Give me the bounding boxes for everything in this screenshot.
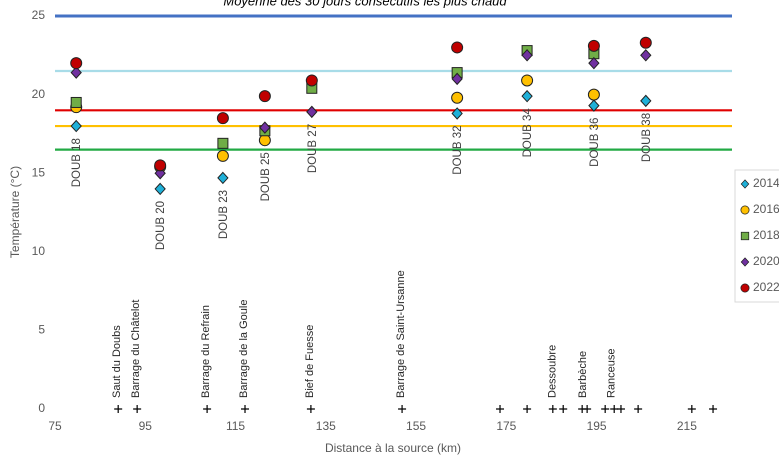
station-label: DOUB 18	[71, 138, 83, 187]
station-label: DOUB 36	[589, 118, 601, 167]
station-label: DOUB 25	[260, 152, 272, 201]
y-tick-label: 20	[32, 87, 46, 101]
y-axis-label: Température (°C)	[8, 166, 22, 258]
reference-point	[548, 405, 557, 413]
reference-point	[583, 405, 592, 413]
data-point	[154, 182, 166, 196]
data-point	[216, 149, 229, 162]
station-label: DOUB 20	[155, 201, 167, 250]
y-tick-label: 0	[38, 401, 45, 415]
station-label: DOUB 34	[522, 108, 534, 158]
data-point	[217, 171, 229, 185]
data-point	[740, 231, 750, 241]
data-point	[639, 36, 652, 49]
data-point	[258, 90, 271, 103]
landmark-label: Ranceuse	[605, 348, 617, 398]
legend-label: 2014	[753, 176, 779, 190]
reference-point	[241, 405, 250, 413]
x-tick-label: 195	[587, 419, 607, 433]
station-label: DOUB 32	[452, 125, 464, 174]
data-point	[451, 72, 463, 86]
data-point	[70, 96, 82, 108]
landmark-label: Bief de Fuesse	[304, 325, 316, 398]
reference-point	[610, 405, 619, 413]
reference-point	[559, 405, 568, 413]
reference-point	[523, 405, 532, 413]
reference-point	[398, 405, 407, 413]
reference-point	[687, 405, 696, 413]
data-point	[451, 41, 464, 54]
data-point	[521, 74, 534, 87]
legend-label: 2018	[753, 228, 779, 242]
data-point	[740, 283, 750, 293]
data-point	[740, 257, 750, 267]
y-tick-label: 10	[32, 244, 46, 258]
x-tick-label: 115	[226, 419, 245, 433]
y-tick-label: 25	[32, 8, 46, 22]
data-point	[588, 99, 600, 112]
reference-point	[601, 405, 610, 413]
reference-point	[306, 405, 315, 413]
reference-point	[709, 405, 718, 413]
landmark-label: Barrage du Châtelot	[130, 300, 142, 398]
data-point	[70, 57, 83, 70]
x-tick-label: 175	[496, 419, 516, 433]
data-point	[217, 137, 229, 149]
data-point	[521, 49, 533, 62]
data-point	[306, 105, 318, 119]
landmark-label: Barrage de Saint-Ursanne	[395, 270, 407, 398]
data-point	[640, 94, 652, 108]
data-point	[305, 74, 318, 87]
y-tick-label: 5	[38, 323, 45, 337]
x-tick-label: 155	[406, 419, 426, 433]
reference-point	[133, 405, 142, 413]
x-axis-label: Distance à la source (km)	[325, 441, 461, 455]
reference-point	[634, 405, 643, 413]
data-point	[587, 88, 600, 101]
data-point	[70, 119, 82, 133]
data-point	[154, 159, 167, 172]
data-point	[521, 89, 533, 103]
data-point	[451, 107, 463, 120]
data-point	[587, 39, 600, 52]
landmark-label: Barrage du Refrain	[200, 305, 212, 398]
station-label: DOUB 27	[307, 124, 319, 173]
data-point	[259, 121, 271, 134]
x-tick-label: 135	[316, 419, 336, 433]
data-point	[451, 91, 464, 104]
legend-label: 2016	[753, 202, 779, 216]
reference-point	[203, 405, 212, 413]
reference-point	[616, 405, 625, 413]
reference-point	[114, 405, 123, 413]
data-point	[740, 179, 750, 189]
x-tick-label: 215	[677, 419, 697, 433]
landmark-label: Saut du Doubs	[111, 325, 123, 398]
legend-label: 2020	[753, 254, 779, 268]
y-tick-label: 15	[32, 165, 46, 179]
station-label: DOUB 38	[641, 113, 653, 162]
data-point	[70, 66, 82, 79]
landmark-label: Barbèche	[577, 351, 589, 398]
landmark-label: Barrage de la Goule	[238, 300, 250, 398]
reference-point	[496, 405, 505, 413]
data-point	[588, 56, 600, 70]
x-tick-label: 95	[139, 419, 153, 433]
data-point	[640, 49, 652, 62]
station-label: DOUB 23	[218, 190, 230, 239]
data-point	[740, 205, 750, 215]
chart-title: Moyenne des 30 jours consécutifs les plu…	[223, 0, 507, 8]
x-tick-label: 75	[48, 419, 62, 433]
data-point	[258, 134, 271, 147]
data-point	[216, 112, 229, 125]
landmark-label: Dessoubre	[547, 345, 559, 398]
legend-label: 2022	[753, 280, 779, 294]
